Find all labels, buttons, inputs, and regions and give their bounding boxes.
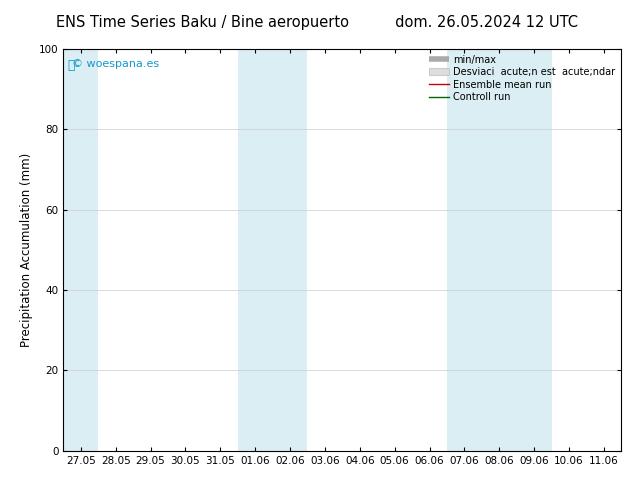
Y-axis label: Precipitation Accumulation (mm): Precipitation Accumulation (mm) [20, 153, 34, 347]
Text: Ⓒ: Ⓒ [68, 59, 75, 72]
Bar [238, 49, 307, 451]
Bar [447, 49, 552, 451]
Bar [63, 49, 98, 451]
Text: ENS Time Series Baku / Bine aeropuerto          dom. 26.05.2024 12 UTC: ENS Time Series Baku / Bine aeropuerto d… [56, 15, 578, 30]
Text: © woespana.es: © woespana.es [72, 59, 159, 69]
Legend: min/max, Desviaci  acute;n est  acute;ndar, Ensemble mean run, Controll run: min/max, Desviaci acute;n est acute;ndar… [425, 51, 619, 106]
